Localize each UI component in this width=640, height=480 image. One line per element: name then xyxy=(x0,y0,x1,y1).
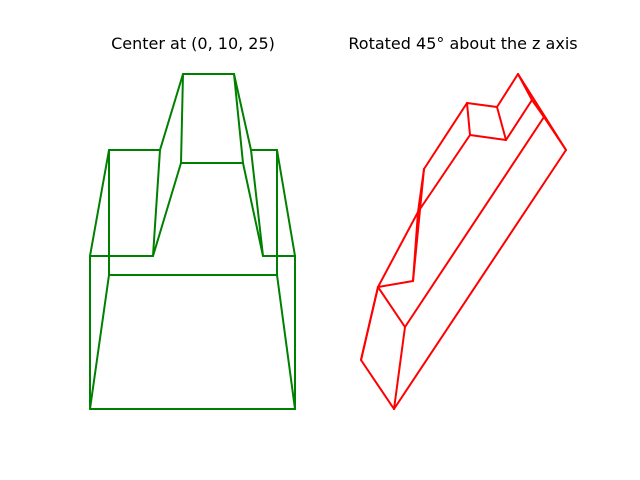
left-edge-18 xyxy=(89,274,110,410)
right-edge-2 xyxy=(393,149,567,410)
panel-left-title: Center at (0, 10, 25) xyxy=(111,34,275,53)
right-edge-20 xyxy=(543,116,567,151)
right-edge-24 xyxy=(412,168,425,282)
left-edge-5 xyxy=(152,162,182,257)
left-edge-17 xyxy=(89,149,110,257)
wireframe-left xyxy=(89,73,296,410)
right-edge-4 xyxy=(496,73,519,108)
left-edge-15 xyxy=(233,73,252,151)
right-edge-18 xyxy=(360,286,379,361)
left-edge-22 xyxy=(180,73,184,164)
right-edge-8 xyxy=(377,211,419,288)
left-edge-24 xyxy=(250,149,264,257)
right-edge-17 xyxy=(377,280,414,288)
right-edge-14 xyxy=(469,134,507,141)
right-edge-21 xyxy=(517,73,533,101)
left-edge-21 xyxy=(152,149,161,257)
left-edge-13 xyxy=(159,73,184,151)
right-edge-19 xyxy=(393,326,406,410)
right-edge-22 xyxy=(496,106,507,141)
left-edge-20 xyxy=(276,149,296,257)
panel-right-title: Rotated 45° about the z axis xyxy=(348,34,577,53)
left-edge-7 xyxy=(242,162,264,257)
right-edge-13 xyxy=(505,99,533,141)
right-edge-11 xyxy=(404,116,545,328)
right-edge-6 xyxy=(423,102,468,170)
panel-right: Rotated 45° about the z axis xyxy=(348,34,578,410)
panel-left: Center at (0, 10, 25) xyxy=(89,34,296,410)
left-edge-19 xyxy=(276,274,296,410)
right-edge-1 xyxy=(360,359,395,410)
right-edge-5 xyxy=(466,102,498,108)
wireframe-right xyxy=(360,73,567,410)
right-edge-12 xyxy=(531,99,545,118)
right-edge-23 xyxy=(466,102,471,136)
right-edge-15 xyxy=(417,134,471,213)
right-edge-10 xyxy=(377,286,406,328)
left-edge-23 xyxy=(233,73,244,164)
